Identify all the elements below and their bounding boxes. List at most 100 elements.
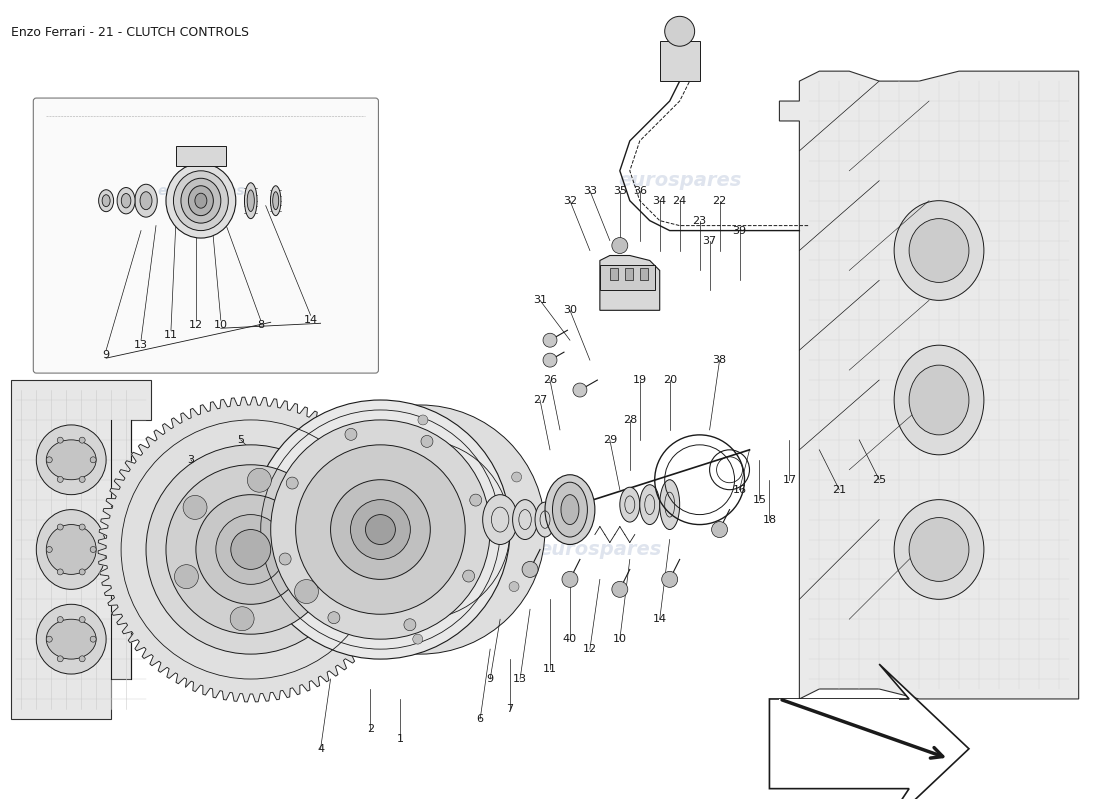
Ellipse shape [90,546,96,553]
Text: 40: 40 [563,634,578,644]
Ellipse shape [321,467,331,478]
Ellipse shape [90,457,96,462]
Text: 12: 12 [189,320,204,330]
Text: 13: 13 [513,674,527,684]
Ellipse shape [421,435,433,447]
Text: 16: 16 [733,485,747,494]
Text: 8: 8 [257,320,264,330]
Ellipse shape [512,472,521,482]
Text: 32: 32 [563,196,578,206]
Text: 4: 4 [317,744,324,754]
Ellipse shape [46,457,53,462]
Ellipse shape [271,420,491,639]
Ellipse shape [909,218,969,282]
Ellipse shape [195,194,207,208]
Ellipse shape [463,570,474,582]
Ellipse shape [166,163,235,238]
Ellipse shape [135,184,157,217]
Text: 26: 26 [543,375,557,385]
Ellipse shape [90,636,96,642]
Ellipse shape [562,571,578,587]
Bar [176,146,226,166]
Ellipse shape [640,485,660,525]
Text: 28: 28 [623,415,637,425]
Text: Enzo Ferrari - 21 - CLUTCH CONTROLS: Enzo Ferrari - 21 - CLUTCH CONTROLS [11,26,250,39]
Ellipse shape [57,524,63,530]
Ellipse shape [36,425,106,494]
Ellipse shape [619,487,640,522]
Text: 10: 10 [213,320,228,330]
Ellipse shape [46,546,53,553]
Text: 7: 7 [506,704,514,714]
Text: 19: 19 [632,375,647,385]
Ellipse shape [418,415,428,425]
Ellipse shape [180,178,221,223]
Ellipse shape [543,353,557,367]
Text: 25: 25 [872,474,887,485]
Bar [600,266,654,290]
Ellipse shape [345,428,356,440]
Ellipse shape [36,604,106,674]
Ellipse shape [57,477,63,482]
Polygon shape [600,255,660,310]
Text: eurospares: eurospares [160,171,283,190]
Text: 22: 22 [713,196,727,206]
Ellipse shape [244,182,257,218]
Text: 24: 24 [672,196,686,206]
Text: 18: 18 [762,514,777,525]
Ellipse shape [248,190,254,211]
Text: 33: 33 [583,186,597,196]
Ellipse shape [102,194,110,206]
Ellipse shape [365,514,395,545]
Polygon shape [780,699,899,778]
Ellipse shape [248,468,272,492]
Ellipse shape [79,524,85,530]
Ellipse shape [712,522,727,538]
Text: 11: 11 [164,330,178,340]
Ellipse shape [509,582,519,591]
Ellipse shape [894,345,983,455]
Ellipse shape [286,477,298,489]
Polygon shape [780,71,1079,699]
Ellipse shape [470,494,482,506]
Ellipse shape [175,565,198,589]
Ellipse shape [36,510,106,590]
Ellipse shape [46,636,53,642]
Ellipse shape [271,186,281,216]
Ellipse shape [166,465,336,634]
Ellipse shape [79,477,85,482]
Ellipse shape [573,383,587,397]
Ellipse shape [188,186,213,216]
Ellipse shape [304,510,327,534]
Text: 21: 21 [833,485,846,494]
Ellipse shape [909,365,969,435]
Text: 14: 14 [304,315,318,326]
Text: 12: 12 [583,644,597,654]
Ellipse shape [561,494,579,525]
Ellipse shape [361,470,481,590]
Ellipse shape [328,612,340,624]
Text: 15: 15 [752,494,767,505]
Ellipse shape [522,562,538,578]
Text: 38: 38 [713,355,727,365]
Ellipse shape [231,530,271,570]
Ellipse shape [140,192,152,210]
Text: eurospares: eurospares [618,171,741,190]
Text: 11: 11 [543,664,557,674]
Ellipse shape [483,494,518,545]
Ellipse shape [46,440,96,480]
Text: 20: 20 [662,375,676,385]
Ellipse shape [57,656,63,662]
Text: 29: 29 [603,435,617,445]
Ellipse shape [612,582,628,598]
Ellipse shape [664,16,694,46]
Ellipse shape [99,190,113,212]
Text: 23: 23 [693,216,706,226]
Ellipse shape [46,525,96,574]
Ellipse shape [79,617,85,622]
Ellipse shape [412,634,422,644]
Ellipse shape [351,500,410,559]
Ellipse shape [216,514,286,584]
Text: 3: 3 [187,454,195,465]
Ellipse shape [296,405,544,654]
